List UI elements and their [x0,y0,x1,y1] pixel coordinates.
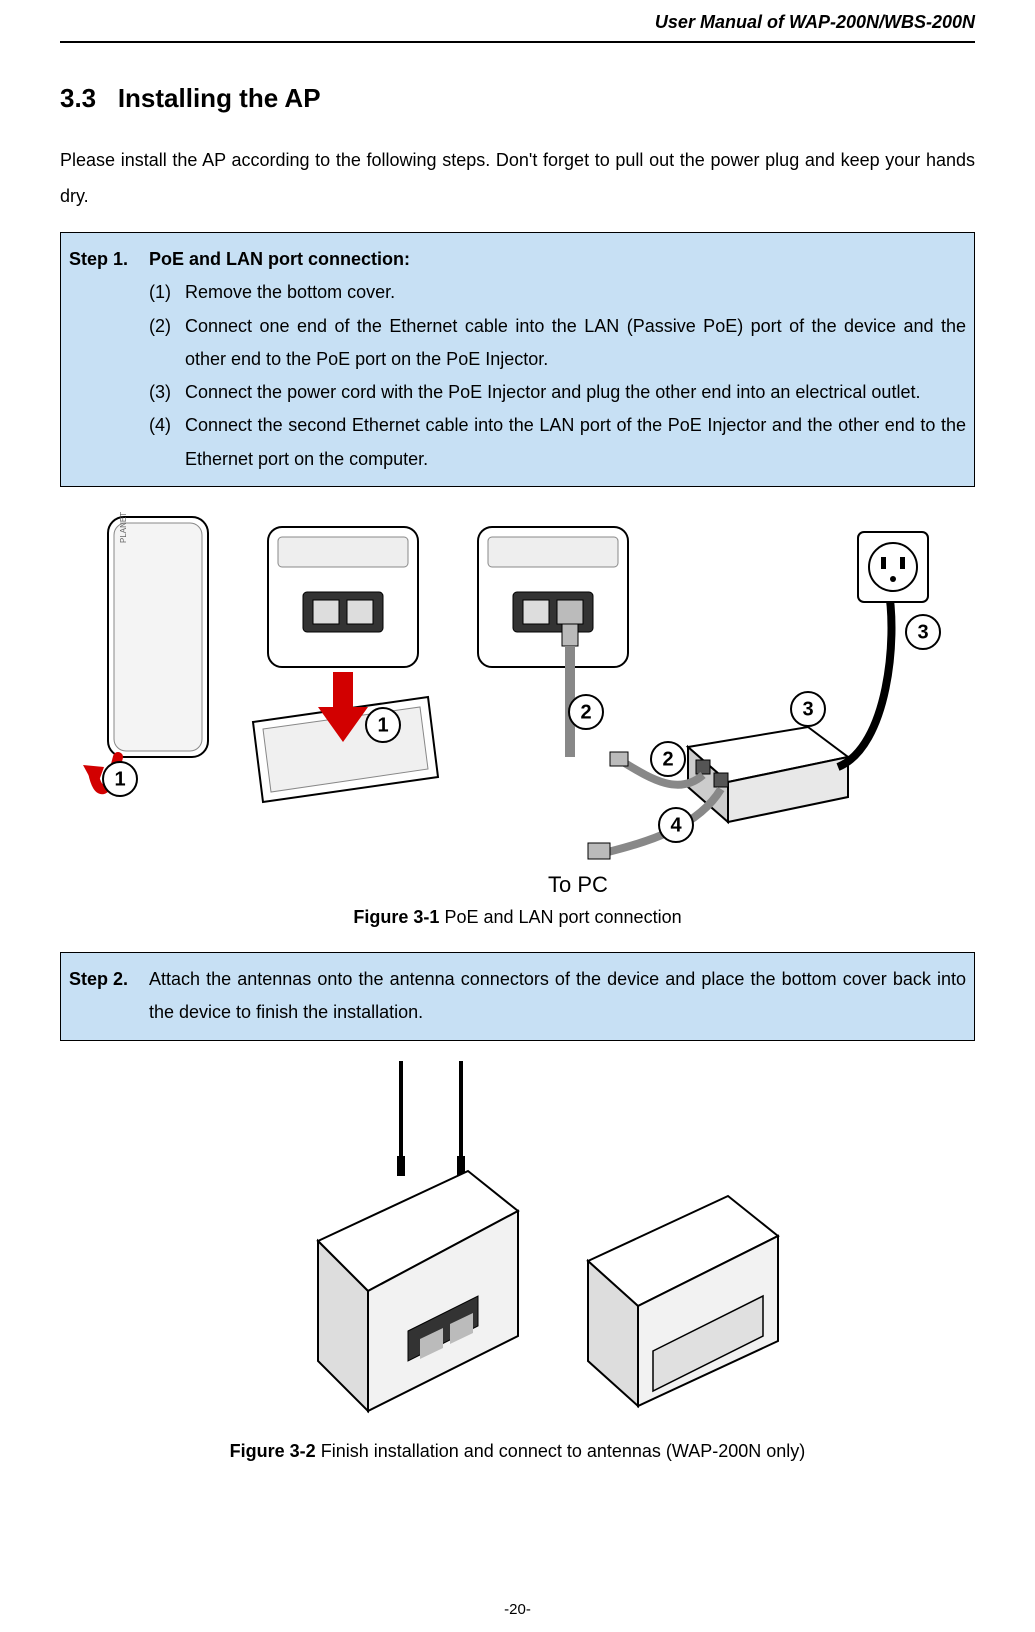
step-1-item: (2) Connect one end of the Ethernet cabl… [149,310,966,377]
figure-1: PLANET 1 [60,497,975,897]
poe-connection-diagram: PLANET 1 [78,497,958,897]
step-1-sublist: (1) Remove the bottom cover. (2) Connect… [69,276,966,476]
diagram-marker: 4 [670,814,682,836]
diagram-marker: 3 [802,698,813,720]
step-1-box: Step 1. PoE and LAN port connection: (1)… [60,232,975,487]
antenna-install-diagram [158,1051,878,1431]
step-1-title: PoE and LAN port connection: [149,243,410,276]
page-header: User Manual of WAP-200N/WBS-200N [60,0,975,43]
figure-2-caption: Figure 3-2 Finish installation and conne… [60,1441,975,1462]
figure-2-caption-text: Finish installation and connect to anten… [316,1441,806,1461]
section-heading: 3.3 Installing the AP [60,83,975,114]
figure-2-label: Figure 3-2 [230,1441,316,1461]
diagram-marker: 2 [662,748,673,770]
section-number: 3.3 [60,83,96,113]
step-1-item: (3) Connect the power cord with the PoE … [149,376,966,409]
sub-item-text: Remove the bottom cover. [185,276,966,309]
sub-item-text: Connect one end of the Ethernet cable in… [185,310,966,377]
sub-item-num: (2) [149,310,185,377]
sub-item-num: (4) [149,409,185,476]
diagram-marker: 1 [377,714,388,736]
sub-item-num: (1) [149,276,185,309]
step-1-item: (4) Connect the second Ethernet cable in… [149,409,966,476]
step-1-item: (1) Remove the bottom cover. [149,276,966,309]
figure-1-caption-text: PoE and LAN port connection [439,907,681,927]
sub-item-num: (3) [149,376,185,409]
figure-1-caption: Figure 3-1 PoE and LAN port connection [60,907,975,928]
sub-item-text: Connect the power cord with the PoE Inje… [185,376,966,409]
figure-2 [60,1051,975,1431]
diagram-marker: 3 [917,621,928,643]
step-1-label: Step 1. [69,243,149,276]
diagram-marker: 1 [114,768,125,790]
section-title-text: Installing the AP [118,83,321,113]
diagram-marker: 2 [580,701,591,723]
page-number: -20- [0,1601,1035,1618]
sub-item-text: Connect the second Ethernet cable into t… [185,409,966,476]
svg-text:PLANET: PLANET [119,512,128,543]
step-2-box: Step 2. Attach the antennas onto the ant… [60,952,975,1041]
step-2-label: Step 2. [69,963,149,1030]
step-2-text: Attach the antennas onto the antenna con… [149,963,966,1030]
intro-paragraph: Please install the AP according to the f… [60,142,975,214]
figure-1-label: Figure 3-1 [353,907,439,927]
to-pc-label: To PC [548,872,608,897]
